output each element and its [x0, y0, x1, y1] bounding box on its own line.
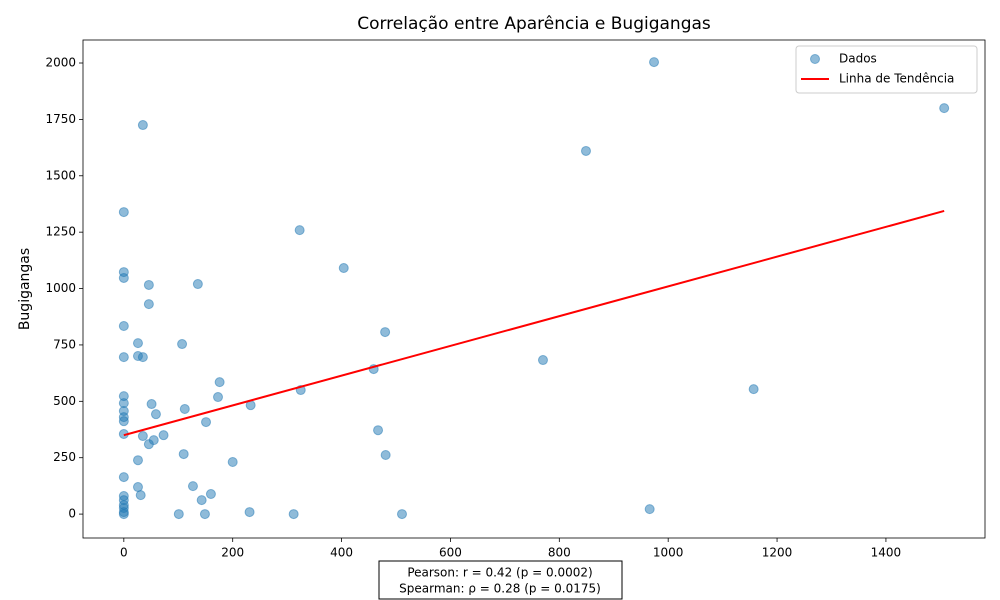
- data-point: [132, 455, 143, 466]
- plot-area: 0 200 400 600 800 1000 1200 1400 0 250 500 750 1000 1…: [45, 39, 986, 560]
- data-point: [187, 481, 198, 492]
- x-tick-label: 400: [330, 546, 353, 560]
- data-point: [137, 352, 148, 363]
- data-point: [537, 355, 548, 366]
- data-point: [132, 338, 143, 349]
- data-point: [214, 377, 225, 388]
- x-tick-label: 800: [548, 546, 571, 560]
- data-point: [338, 263, 349, 274]
- legend-marker: [810, 54, 820, 64]
- data-point: [939, 103, 950, 114]
- data-point: [150, 409, 161, 420]
- y-tick-label: 1000: [45, 281, 76, 295]
- data-point: [294, 225, 305, 236]
- data-point: [380, 327, 391, 338]
- y-tick-label: 0: [68, 507, 76, 521]
- y-tick-label: 1750: [45, 112, 76, 126]
- data-point: [201, 417, 212, 428]
- data-point: [137, 120, 148, 131]
- x-tick-label: 200: [221, 546, 244, 560]
- data-point: [213, 392, 224, 403]
- x-tick-label: 1000: [653, 546, 684, 560]
- data-point: [373, 425, 384, 436]
- data-point: [118, 509, 129, 520]
- y-tick-label: 1250: [45, 225, 76, 239]
- data-point: [179, 403, 190, 414]
- data-point: [244, 507, 255, 518]
- data-point: [192, 279, 203, 290]
- x-tick-label: 1400: [871, 546, 902, 560]
- data-point: [118, 272, 129, 283]
- data-point: [288, 509, 299, 520]
- data-point: [205, 489, 216, 500]
- data-point: [178, 449, 189, 460]
- data-point: [396, 509, 407, 520]
- chart-title: Correlação entre Aparência e Bugigangas: [357, 14, 711, 34]
- data-point: [143, 299, 154, 310]
- x-tick-label: 600: [439, 546, 462, 560]
- data-point: [118, 416, 129, 427]
- data-point: [143, 439, 154, 450]
- data-point: [177, 339, 188, 350]
- data-point: [196, 495, 207, 506]
- y-tick-label: 500: [53, 394, 76, 408]
- data-point: [158, 430, 169, 441]
- y-tick-label: 1500: [45, 168, 76, 182]
- data-point: [173, 509, 184, 520]
- plot-frame: [82, 39, 986, 539]
- stats-box: [378, 560, 623, 600]
- y-tick-label: 2000: [45, 56, 76, 70]
- data-point: [649, 57, 660, 68]
- data-point: [748, 384, 759, 395]
- data-point: [118, 320, 129, 331]
- data-point: [644, 504, 655, 515]
- trend-line: [123, 209, 945, 437]
- legend-box: [795, 45, 978, 94]
- data-point: [143, 279, 154, 290]
- legend-label: Linha de Tendência: [839, 72, 954, 86]
- x-tick-label: 0: [120, 546, 128, 560]
- data-point: [199, 509, 210, 520]
- data-point: [580, 145, 591, 156]
- data-point: [380, 450, 391, 460]
- y-tick-label: 750: [53, 337, 76, 351]
- y-axis-label: Bugigangas: [17, 248, 33, 330]
- x-tick-label: 1200: [762, 546, 793, 560]
- data-point: [118, 352, 129, 363]
- data-point: [146, 399, 157, 410]
- stats-text: Pearson: r = 0.42 (p = 0.0002): [407, 566, 592, 580]
- data-point: [227, 456, 238, 467]
- data-point: [118, 472, 129, 483]
- y-tick-label: 250: [53, 450, 76, 464]
- legend-label: Dados: [839, 52, 877, 66]
- data-point: [137, 431, 148, 442]
- data-point: [118, 207, 129, 218]
- stats-text: Spearman: ρ = 0.28 (p = 0.0175): [399, 582, 601, 596]
- data-point: [135, 490, 146, 501]
